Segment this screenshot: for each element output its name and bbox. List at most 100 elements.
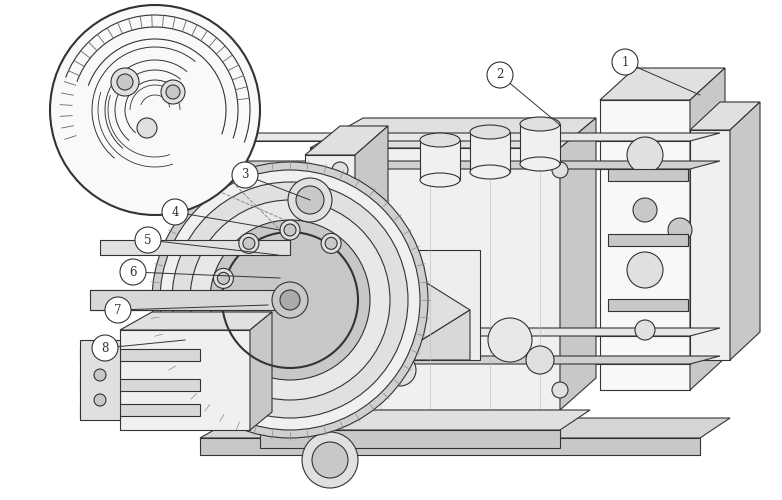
Circle shape (243, 238, 255, 250)
Polygon shape (608, 234, 688, 246)
Polygon shape (390, 310, 470, 360)
Polygon shape (200, 418, 730, 438)
Polygon shape (200, 328, 240, 364)
Circle shape (288, 178, 332, 222)
Circle shape (280, 220, 300, 240)
Circle shape (552, 382, 568, 398)
Polygon shape (200, 161, 720, 169)
Circle shape (111, 68, 139, 96)
Circle shape (166, 85, 180, 99)
Ellipse shape (520, 157, 560, 171)
Circle shape (627, 137, 663, 173)
Circle shape (668, 218, 692, 242)
Circle shape (162, 199, 188, 225)
Polygon shape (80, 349, 200, 361)
Circle shape (633, 198, 657, 222)
Circle shape (94, 369, 106, 381)
Circle shape (161, 80, 185, 104)
Polygon shape (200, 438, 700, 455)
Text: 2: 2 (497, 68, 504, 82)
Polygon shape (200, 328, 720, 336)
Text: 5: 5 (144, 234, 152, 246)
Circle shape (296, 186, 324, 214)
Circle shape (627, 252, 663, 288)
Polygon shape (80, 379, 200, 391)
Polygon shape (200, 356, 720, 364)
Circle shape (272, 282, 308, 318)
Polygon shape (80, 404, 200, 416)
Polygon shape (80, 340, 120, 420)
Circle shape (321, 234, 341, 254)
Circle shape (217, 272, 229, 284)
Circle shape (92, 335, 118, 361)
Circle shape (94, 394, 106, 406)
Circle shape (210, 220, 370, 380)
Circle shape (105, 297, 131, 323)
Circle shape (280, 290, 300, 310)
Circle shape (325, 238, 337, 250)
Polygon shape (120, 330, 250, 430)
Circle shape (312, 442, 348, 478)
Polygon shape (250, 312, 272, 430)
Polygon shape (600, 100, 690, 390)
Text: 1: 1 (622, 56, 629, 68)
Polygon shape (690, 102, 760, 130)
Circle shape (316, 266, 344, 294)
Polygon shape (608, 169, 688, 181)
Polygon shape (310, 148, 560, 410)
Polygon shape (380, 250, 480, 360)
Polygon shape (608, 299, 688, 311)
Circle shape (526, 346, 554, 374)
Polygon shape (305, 126, 388, 155)
Polygon shape (355, 126, 388, 400)
Polygon shape (520, 124, 560, 164)
Circle shape (120, 259, 146, 285)
Polygon shape (200, 133, 240, 169)
Polygon shape (600, 68, 725, 100)
Circle shape (332, 382, 348, 398)
Circle shape (137, 118, 157, 138)
Polygon shape (260, 430, 560, 448)
Text: 8: 8 (102, 342, 109, 354)
Circle shape (552, 162, 568, 178)
Circle shape (117, 74, 133, 90)
Text: 3: 3 (242, 168, 249, 181)
Polygon shape (390, 260, 470, 360)
Polygon shape (260, 410, 590, 430)
Ellipse shape (520, 117, 560, 131)
Circle shape (488, 318, 532, 362)
Polygon shape (420, 140, 460, 180)
Circle shape (50, 5, 260, 215)
Circle shape (384, 354, 416, 386)
Circle shape (94, 344, 106, 356)
Text: 4: 4 (171, 206, 179, 218)
Ellipse shape (420, 173, 460, 187)
Circle shape (316, 186, 344, 214)
Polygon shape (100, 240, 290, 255)
Circle shape (612, 49, 638, 75)
Circle shape (635, 320, 655, 340)
Polygon shape (305, 155, 355, 400)
Circle shape (213, 268, 233, 288)
Text: 7: 7 (114, 304, 122, 316)
Circle shape (172, 182, 408, 418)
Circle shape (302, 432, 358, 488)
Polygon shape (310, 118, 596, 148)
Circle shape (284, 224, 296, 236)
Polygon shape (200, 133, 720, 141)
Polygon shape (560, 118, 596, 410)
Circle shape (316, 346, 344, 374)
Polygon shape (690, 68, 725, 390)
Circle shape (487, 62, 513, 88)
Text: 6: 6 (129, 266, 137, 278)
Polygon shape (690, 130, 730, 360)
Circle shape (239, 234, 259, 254)
Circle shape (232, 162, 258, 188)
Circle shape (332, 162, 348, 178)
Polygon shape (730, 102, 760, 360)
Polygon shape (470, 132, 510, 172)
Circle shape (160, 170, 420, 430)
Circle shape (152, 162, 428, 438)
Circle shape (135, 227, 161, 253)
Ellipse shape (470, 165, 510, 179)
